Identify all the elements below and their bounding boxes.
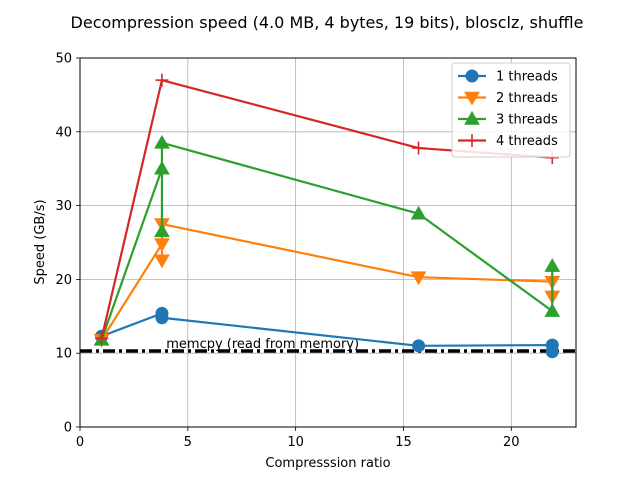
series-3 <box>93 134 561 346</box>
marker-triangle-down <box>154 238 170 252</box>
y-tick-label: 50 <box>55 52 72 67</box>
y-axis-label: Speed (GB/s) <box>33 199 48 284</box>
x-tick-label: 5 <box>184 435 192 450</box>
y-tick-label: 20 <box>55 273 72 288</box>
marker-plus <box>412 141 426 155</box>
marker-triangle-down <box>410 271 427 286</box>
y-tick-label: 40 <box>55 125 72 140</box>
y-tick-label: 30 <box>55 199 72 214</box>
marker-plus <box>95 331 109 345</box>
legend-label: 2 threads <box>496 91 558 106</box>
marker-triangle-up <box>410 205 427 220</box>
marker-triangle-up <box>544 303 561 317</box>
series-line <box>100 222 554 341</box>
marker-triangle-down <box>154 254 170 269</box>
marker-circle <box>545 345 559 359</box>
marker-triangle-down <box>464 91 480 106</box>
reference-line-label: memcpy (read from memory) <box>166 337 359 352</box>
x-tick-label: 20 <box>503 435 520 450</box>
legend-box <box>451 62 571 158</box>
ticks: 0 5 10 15 20 0 10 20 30 40 50 <box>55 52 519 451</box>
series-1 <box>95 306 559 359</box>
marker-triangle-up <box>544 258 561 272</box>
legend-item: 2 threads <box>458 91 558 106</box>
marker-triangle-up <box>154 160 170 175</box>
x-tick-label: 0 <box>76 435 84 450</box>
legend-label: 1 threads <box>496 70 558 85</box>
marker-plus <box>465 134 479 147</box>
chart-title: Decompression speed (4.0 MB, 4 bytes, 19… <box>71 13 584 32</box>
series-2 <box>93 218 561 348</box>
marker-triangle-up <box>464 110 480 125</box>
marker-circle <box>412 339 426 353</box>
x-tick-label: 15 <box>395 435 412 450</box>
legend-label: 4 threads <box>496 134 558 149</box>
legend-label: 3 threads <box>496 113 558 128</box>
y-tick-label: 0 <box>64 421 72 436</box>
legend-item: 3 threads <box>458 110 558 128</box>
plot-frame <box>79 57 577 428</box>
series-line <box>100 141 554 341</box>
marker-circle <box>465 69 479 83</box>
legend-item: 1 threads <box>458 69 558 85</box>
marker-circle <box>155 311 169 325</box>
marker-triangle-up <box>154 134 170 149</box>
marker-triangle-up <box>154 223 170 238</box>
legend: 1 threads 2 threads 3 threads 4 threads <box>451 62 571 158</box>
x-axis-label: Compresssion ratio <box>265 456 390 471</box>
marker-plus <box>155 73 169 87</box>
series-group <box>93 73 561 359</box>
y-tick-label: 10 <box>55 347 72 362</box>
x-tick-label: 10 <box>287 435 304 450</box>
legend-item: 4 threads <box>458 134 558 149</box>
reference-line-group: memcpy (read from memory) <box>80 337 576 353</box>
